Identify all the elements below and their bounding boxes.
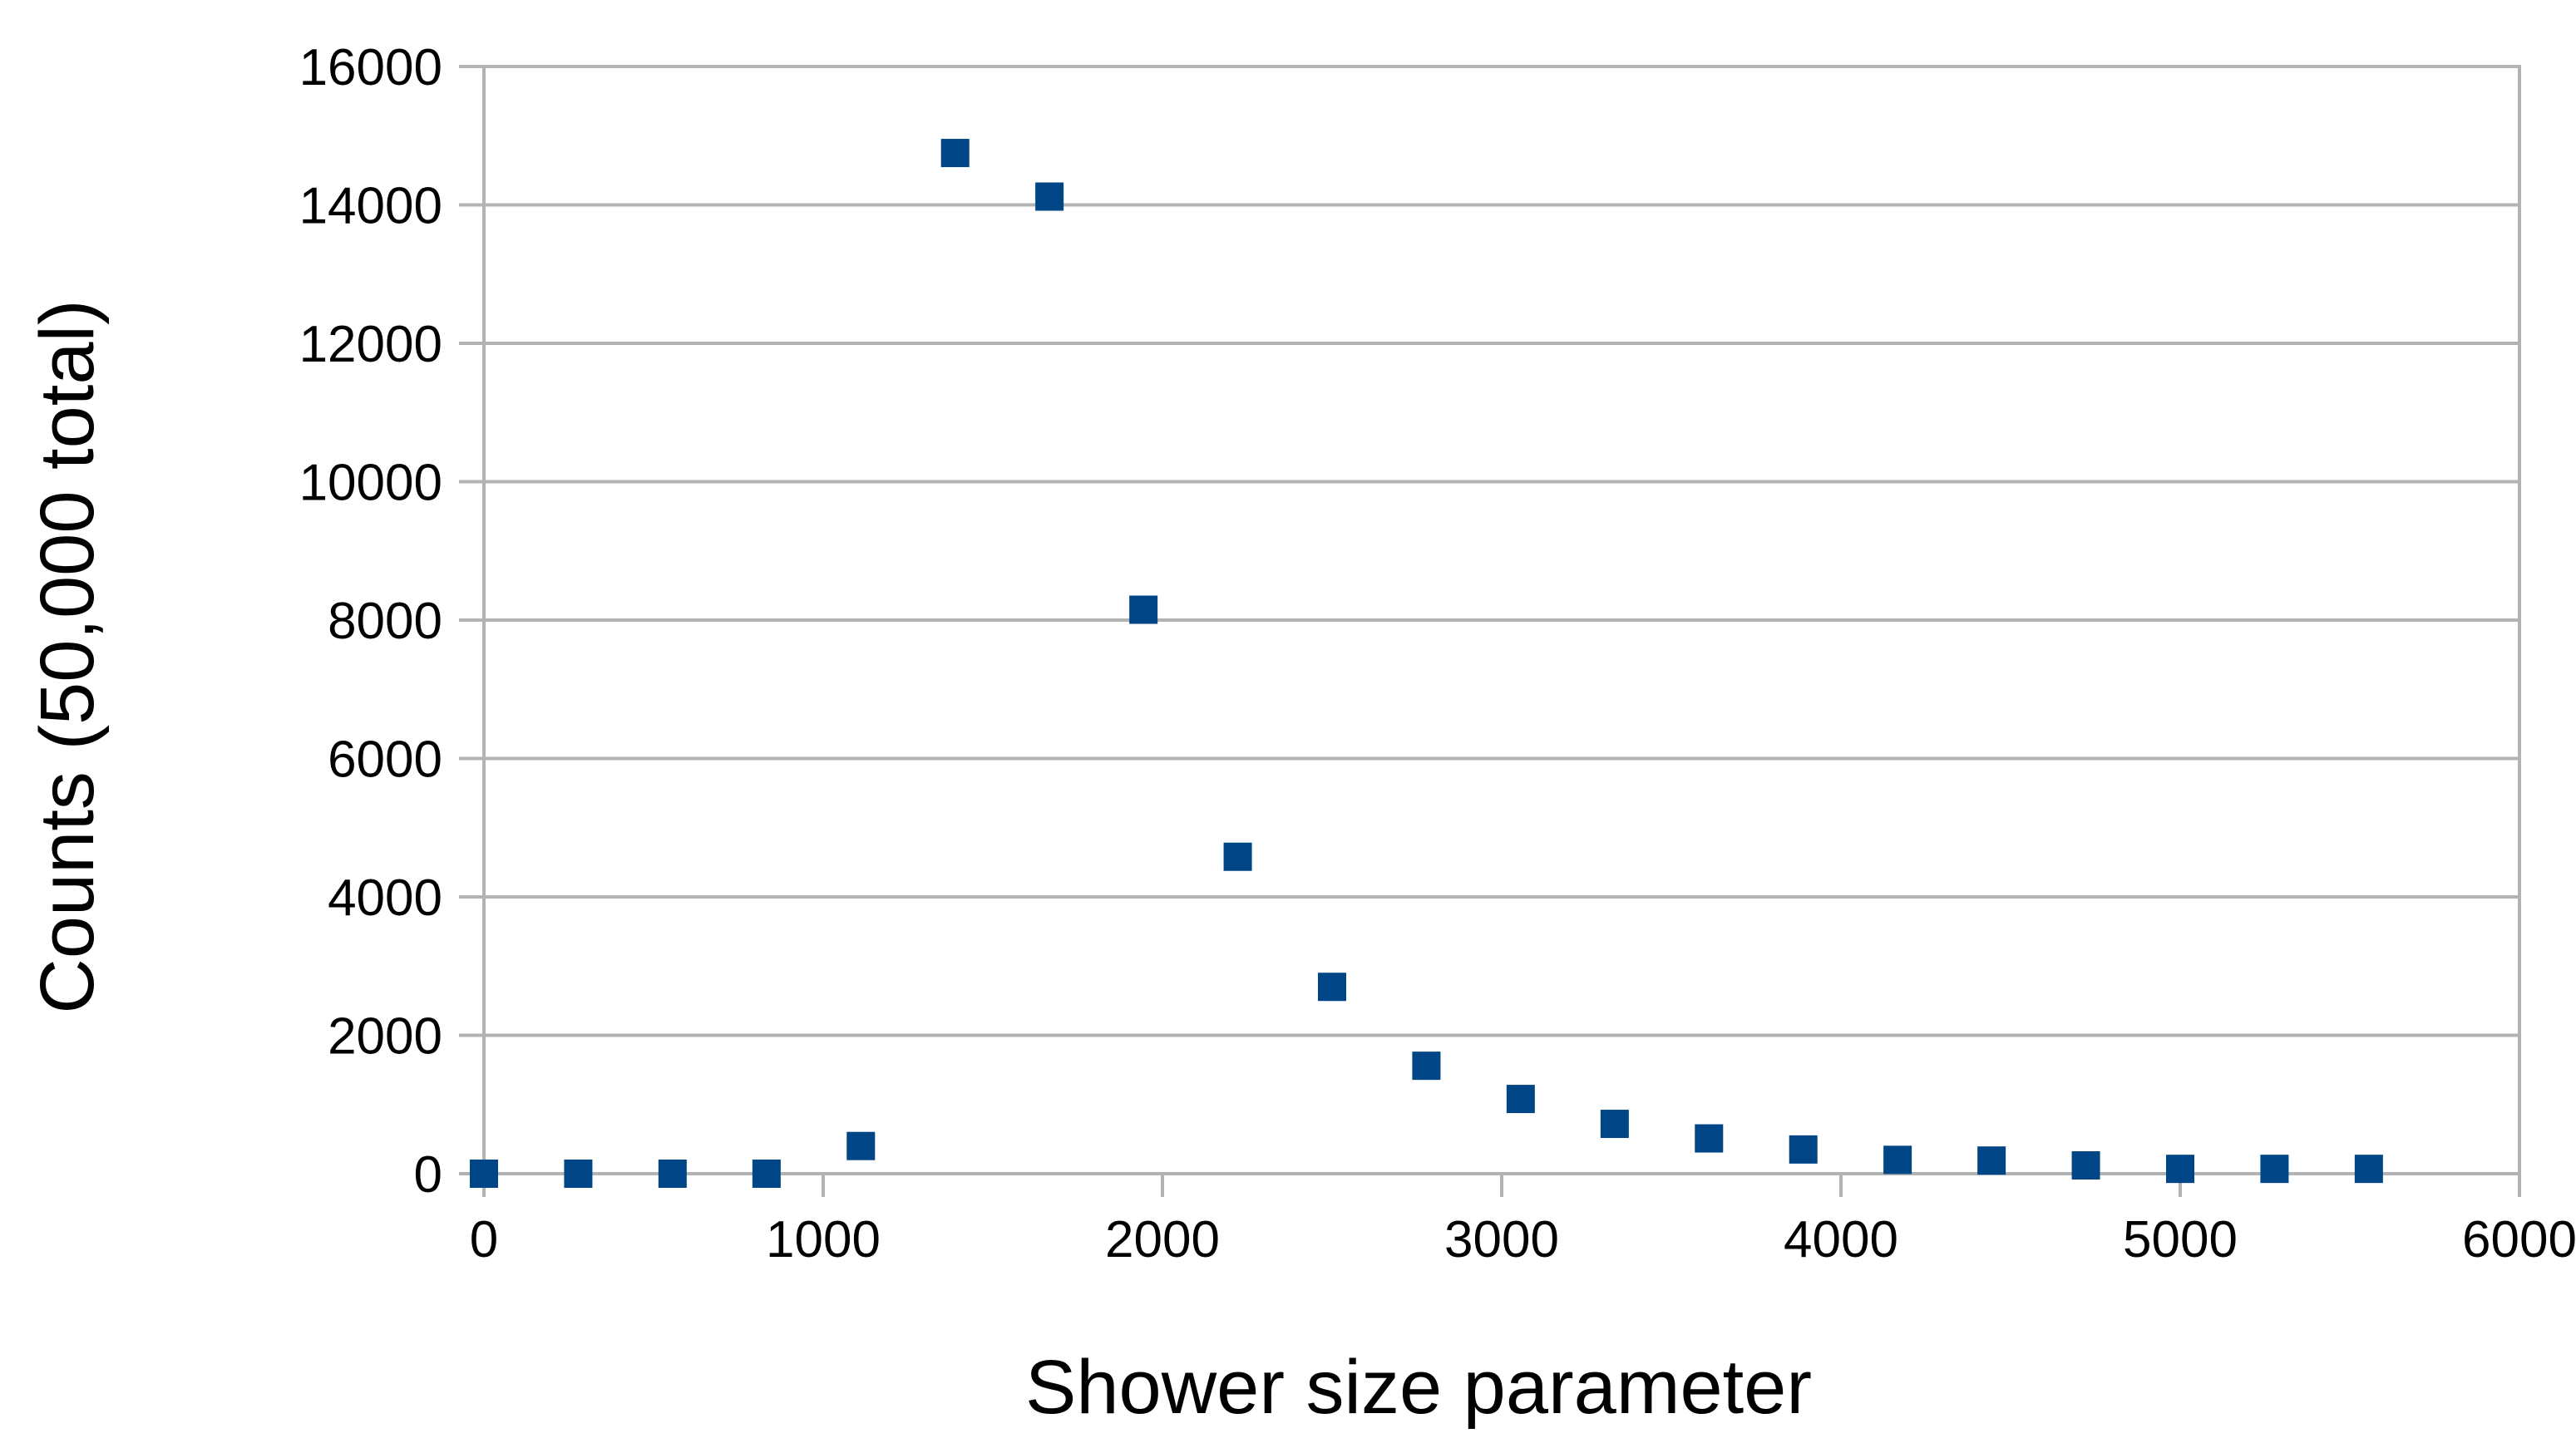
data-point <box>2166 1155 2194 1184</box>
x-tick-label: 2000 <box>1105 1211 1220 1268</box>
data-point <box>1977 1146 2006 1175</box>
data-point <box>1506 1085 1535 1114</box>
x-axis-title: Shower size parameter <box>1025 1345 1812 1430</box>
data-point <box>1883 1145 1912 1175</box>
y-tick-label: 2000 <box>328 1008 442 1066</box>
grid <box>459 65 2519 1175</box>
data-points <box>470 139 2383 1188</box>
x-tick-label: 1000 <box>766 1211 881 1268</box>
x-tick-label: 0 <box>470 1211 498 1268</box>
data-point <box>1789 1135 1818 1164</box>
y-tick-label: 0 <box>414 1146 442 1204</box>
x-tick-label: 3000 <box>1444 1211 1559 1268</box>
data-point <box>1412 1052 1441 1081</box>
data-point <box>1318 973 1346 1002</box>
y-tick-label: 4000 <box>328 869 442 927</box>
y-tick-label: 12000 <box>299 316 442 373</box>
x-tick-label: 4000 <box>1784 1211 1898 1268</box>
y-tick-label: 14000 <box>299 178 442 235</box>
y-tick-label: 10000 <box>299 455 442 512</box>
data-point <box>1600 1110 1629 1139</box>
data-point <box>2260 1155 2289 1184</box>
y-tick-label: 8000 <box>328 593 442 650</box>
x-axis-ticks: 0 1000 2000 3000 4000 5000 6000 <box>470 1174 2576 1268</box>
data-point <box>1223 842 1252 871</box>
y-axis-ticks: 0 2000 4000 6000 8000 10000 12000 14000 16000 <box>299 39 442 1204</box>
data-point <box>470 1160 498 1188</box>
data-point <box>564 1160 593 1188</box>
y-axis-title: Counts (50,000 total) <box>25 299 110 1013</box>
y-tick-label: 16000 <box>299 39 442 96</box>
data-point <box>658 1160 687 1188</box>
data-point <box>2354 1155 2383 1184</box>
x-tick-label: 6000 <box>2462 1211 2576 1268</box>
data-point <box>846 1131 876 1160</box>
data-point <box>1695 1124 1724 1153</box>
data-point <box>1129 595 1158 624</box>
data-point <box>1035 182 1064 211</box>
y-tick-label: 6000 <box>328 731 442 789</box>
x-tick-label: 5000 <box>2123 1211 2238 1268</box>
data-point <box>2071 1151 2100 1180</box>
data-point <box>940 139 970 168</box>
data-point <box>752 1160 781 1188</box>
